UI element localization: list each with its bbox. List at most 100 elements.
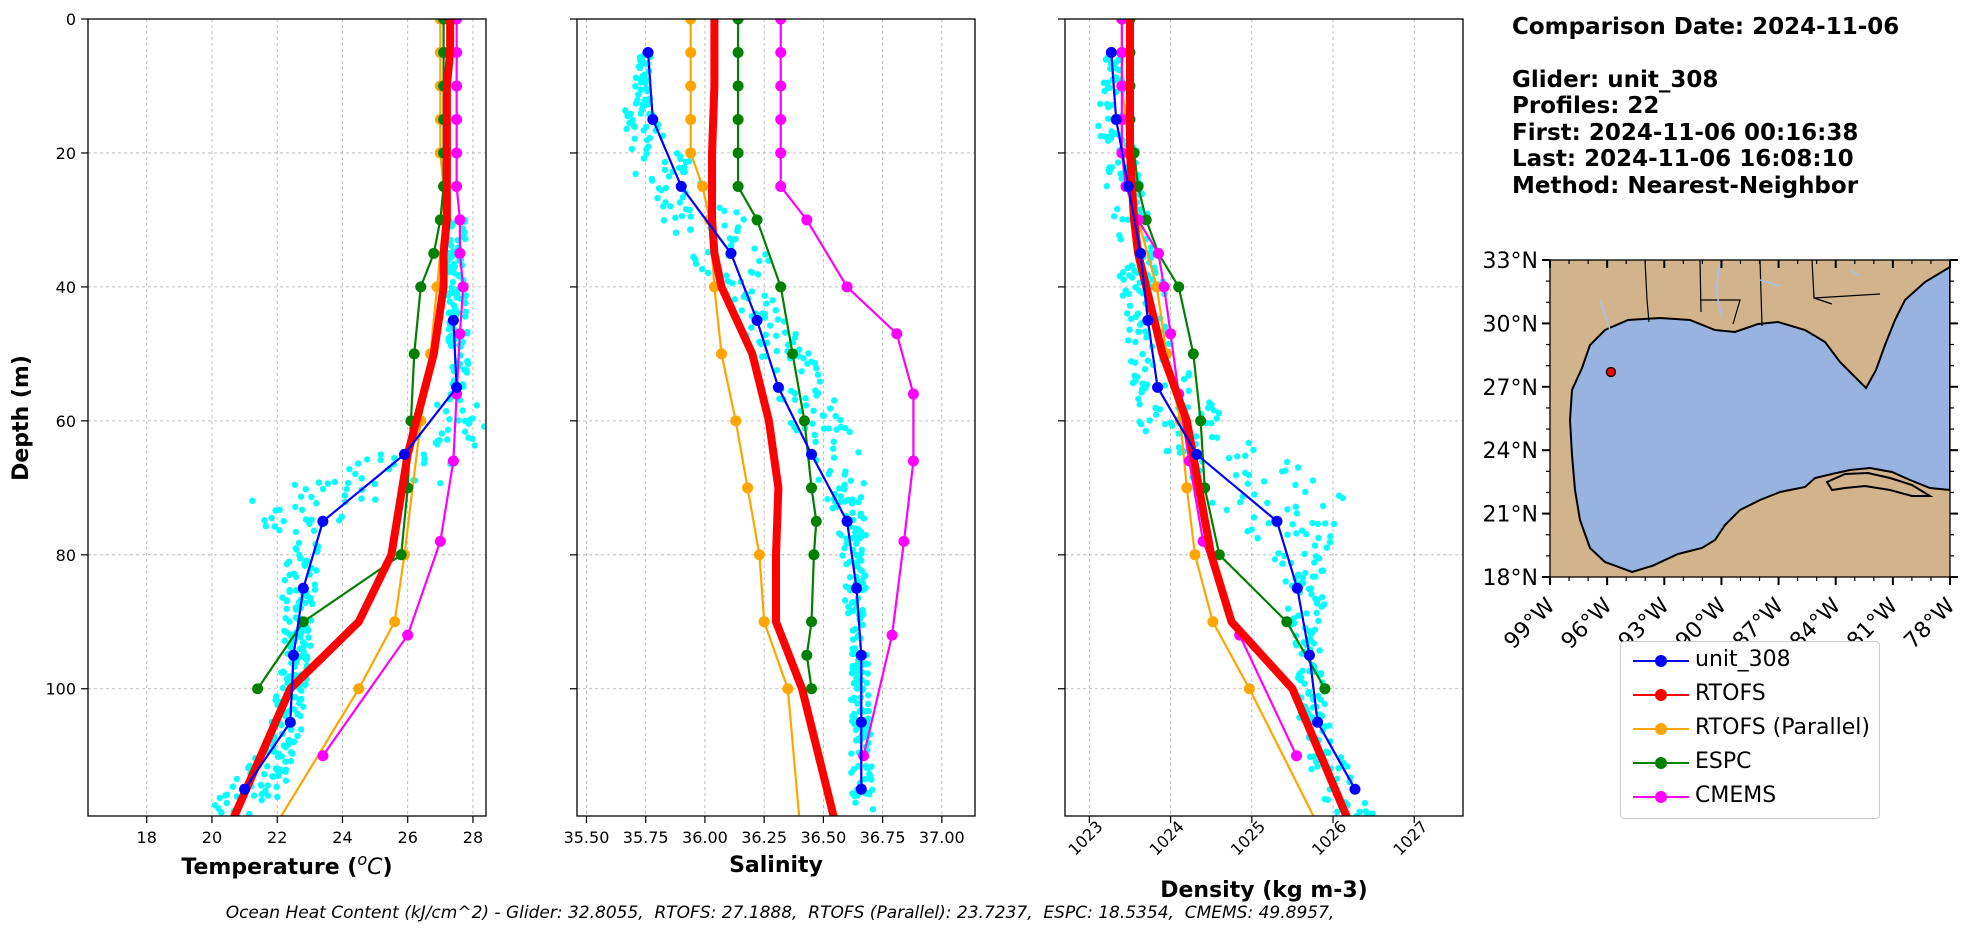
glider-raw-point (1282, 578, 1289, 585)
glider-raw-point (216, 794, 224, 802)
glider-raw-point (847, 477, 855, 484)
glider-raw-point (1244, 480, 1252, 487)
glider-raw-point (761, 292, 768, 299)
salinity-point-rtofs-parallel- (782, 683, 794, 695)
glider-raw-point (774, 316, 782, 323)
salinity-point-rtofs-parallel- (730, 415, 742, 427)
glider-raw-point (442, 408, 450, 415)
glider-raw-point (292, 528, 299, 536)
glider-raw-point (1299, 574, 1307, 582)
glider-raw-point (302, 485, 310, 493)
glider-raw-point (261, 517, 268, 524)
density-x-tick-label: 1023 (1064, 817, 1106, 859)
glider-raw-point (211, 801, 219, 809)
legend-marker (1655, 655, 1667, 667)
glider-raw-point (338, 513, 346, 520)
glider-raw-point (1132, 284, 1139, 291)
glider-raw-point (773, 347, 781, 355)
glider-raw-point (363, 456, 371, 463)
glider-raw-point (849, 717, 856, 725)
glider-raw-point (298, 687, 305, 694)
glider-raw-point (1250, 514, 1258, 521)
glider-raw-point (446, 338, 453, 345)
salinity-point-espc (806, 683, 818, 695)
salinity-point-rtofs-parallel- (685, 80, 697, 92)
glider-raw-point (1123, 310, 1131, 317)
glider-raw-point (315, 479, 323, 486)
glider-raw-point (643, 136, 651, 144)
glider-raw-point (758, 353, 766, 360)
glider-raw-point (809, 420, 816, 427)
glider-raw-point (273, 783, 280, 791)
glider-raw-point (471, 442, 478, 449)
temperature-point-cmems (451, 180, 463, 192)
glider-raw-point (660, 217, 668, 224)
glider-raw-point (282, 615, 289, 622)
glider-raw-point (623, 125, 630, 133)
glider-raw-point (634, 96, 641, 104)
density-point-unit-308 (1191, 448, 1203, 460)
salinity-point-espc (808, 549, 820, 561)
salinity-panel: 35.50 35.75 36.00 36.25 36.50 36.75 37.00 Sali… (564, 18, 976, 878)
glider-raw-point (631, 135, 638, 142)
glider-raw-point (313, 499, 320, 507)
glider-raw-point (264, 782, 271, 789)
salinity-x-tick-label: 35.75 (623, 828, 669, 847)
glider-raw-point (850, 765, 858, 773)
glider-raw-point (845, 603, 852, 610)
glider-raw-point (455, 417, 462, 424)
glider-raw-point (1131, 267, 1138, 274)
glider-raw-point (747, 268, 755, 275)
glider-raw-point (820, 412, 828, 420)
glider-raw-point (816, 378, 824, 385)
glider-raw-point (301, 640, 308, 648)
glider-name: Glider: unit_308 (1512, 66, 1719, 93)
glider-raw-point (1362, 808, 1369, 815)
glider-raw-point (1284, 531, 1291, 538)
glider-raw-point (751, 245, 758, 252)
glider-raw-point (815, 476, 822, 483)
glider-raw-point (1279, 560, 1286, 567)
salinity-series-line-unit-308 (646, 52, 863, 790)
glider-raw-point (1192, 433, 1200, 440)
legend-item-rtofs: RTOFS (1621, 678, 1879, 712)
glider-raw-point (1108, 131, 1116, 139)
glider-raw-point (1206, 399, 1213, 406)
salinity-point-rtofs-parallel- (716, 348, 728, 360)
glider-raw-point (291, 481, 299, 488)
glider-raw-point (756, 338, 763, 346)
method: Method: Nearest-Neighbor (1512, 172, 1859, 199)
glider-raw-point (820, 425, 828, 432)
temperature-series (230, 19, 469, 816)
glider-raw-point (1311, 559, 1318, 566)
salinity-point-unit-308 (772, 381, 784, 393)
glider-raw-point (493, 433, 499, 439)
density-point-cmems (1165, 328, 1177, 340)
glider-raw-point (1242, 452, 1249, 459)
glider-raw-point (246, 762, 253, 769)
density-point-cmems (1152, 247, 1164, 259)
glider-raw-point (1290, 615, 1297, 622)
glider-raw-point (1139, 350, 1146, 358)
temperature-point-espc (428, 247, 440, 259)
density-point-espc (1140, 214, 1152, 226)
glider-raw-point (1126, 326, 1133, 333)
glider-raw-point (1289, 521, 1296, 528)
glider-raw-point (813, 364, 820, 372)
salinity-point-rtofs-parallel- (742, 482, 754, 494)
glider-raw-point (812, 438, 819, 446)
salinity-point-cmems (775, 80, 787, 92)
glider-raw-point (1361, 799, 1369, 807)
glider-raw-point (824, 495, 831, 503)
salinity-series (642, 19, 919, 816)
glider-raw-point (1303, 530, 1310, 538)
glider-raw-point (829, 445, 837, 452)
glider-raw-point (852, 625, 859, 633)
density-point-unit-308 (1349, 783, 1361, 795)
glider-raw-point (841, 481, 848, 488)
glider-raw-point (1315, 534, 1322, 542)
map-lon-label: 78°W (1900, 593, 1961, 654)
glider-raw-point (859, 621, 866, 629)
glider-raw-point (1309, 519, 1316, 527)
glider-raw-point (861, 775, 869, 783)
